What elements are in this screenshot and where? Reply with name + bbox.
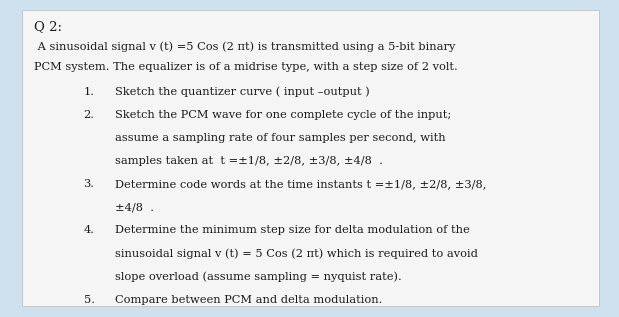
Text: PCM system. The equalizer is of a midrise type, with a step size of 2 volt.: PCM system. The equalizer is of a midris… — [34, 62, 458, 72]
Text: Sketch the quantizer curve ( input –output ): Sketch the quantizer curve ( input –outp… — [115, 87, 370, 97]
Text: assume a sampling rate of four samples per second, with: assume a sampling rate of four samples p… — [115, 133, 445, 143]
Text: 2.: 2. — [84, 110, 95, 120]
Text: Determine the minimum step size for delta modulation of the: Determine the minimum step size for delt… — [115, 225, 469, 236]
FancyBboxPatch shape — [22, 10, 599, 306]
Text: sinusoidal signal v (t) = 5 Cos (2 πt) which is required to avoid: sinusoidal signal v (t) = 5 Cos (2 πt) w… — [115, 249, 477, 259]
Text: 4.: 4. — [84, 225, 95, 236]
Text: 1.: 1. — [84, 87, 95, 97]
Text: ±4/8  .: ±4/8 . — [115, 202, 154, 212]
Text: 3.: 3. — [84, 179, 95, 189]
Text: 5.: 5. — [84, 295, 95, 305]
Text: Q 2:: Q 2: — [34, 20, 62, 33]
Text: Determine code words at the time instants t =±1/8, ±2/8, ±3/8,: Determine code words at the time instant… — [115, 179, 486, 189]
Text: Sketch the PCM wave for one complete cycle of the input;: Sketch the PCM wave for one complete cyc… — [115, 110, 451, 120]
Text: A sinusoidal signal v (t) =5 Cos (2 πt) is transmitted using a 5-bit binary: A sinusoidal signal v (t) =5 Cos (2 πt) … — [34, 42, 456, 52]
Text: Compare between PCM and delta modulation.: Compare between PCM and delta modulation… — [115, 295, 382, 305]
Text: samples taken at  t =±1/8, ±2/8, ±3/8, ±4/8  .: samples taken at t =±1/8, ±2/8, ±3/8, ±4… — [115, 156, 383, 166]
Text: slope overload (assume sampling = nyquist rate).: slope overload (assume sampling = nyquis… — [115, 272, 401, 282]
